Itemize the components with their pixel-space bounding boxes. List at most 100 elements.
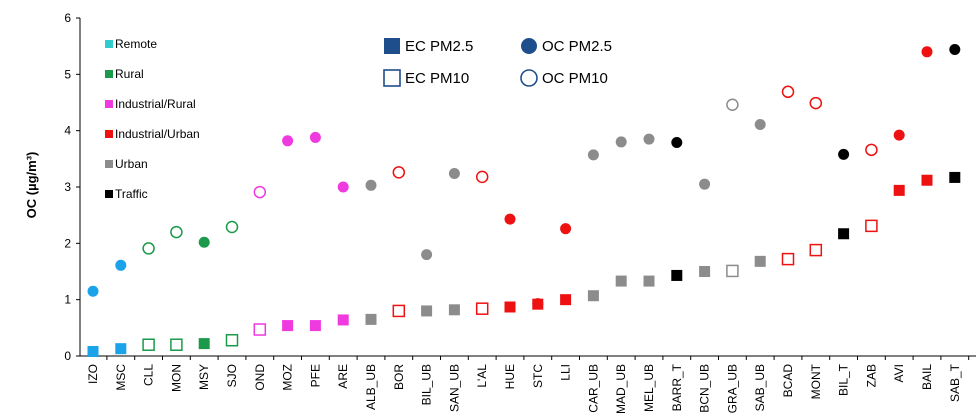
legend-type-label: Traffic: [115, 187, 148, 201]
x-tick-label: PFE: [308, 364, 322, 387]
x-tick-label: MSY: [197, 364, 211, 390]
x-tick-label: BCAD: [781, 364, 795, 398]
legend-type-label: Rural: [115, 67, 144, 81]
oc-point: [754, 118, 766, 130]
oc-point: [337, 181, 349, 193]
x-tick-label: BCN_UB: [698, 364, 712, 413]
x-tick-label: CAR_UB: [586, 364, 600, 413]
legend-marker-label: OC PM2.5: [542, 38, 612, 55]
ec-point: [392, 304, 406, 318]
ec-point: [115, 343, 127, 355]
ec-point: [893, 184, 905, 196]
ec-point: [809, 243, 823, 257]
x-tick-label: MSC: [114, 364, 128, 391]
ec-point: [560, 294, 572, 306]
ec-point: [754, 255, 766, 267]
y-tick-label: 5: [64, 67, 71, 81]
oc-point: [448, 167, 460, 179]
oc-point: [587, 149, 599, 161]
x-tick-label: MON: [169, 364, 183, 392]
ec-point: [838, 228, 850, 240]
ec-point: [921, 174, 933, 186]
x-tick-label: OND: [253, 364, 267, 391]
ec-point: [781, 252, 795, 266]
oc-point: [282, 135, 294, 147]
marker-legend: EC PM2.5 OC PM2.5 EC PM10 OC PM10: [383, 38, 612, 87]
ec-point: [643, 275, 655, 287]
axes: 0 1 2 3 4 5 6 IZO MSC CLL MON MSY SJO OND MOZ PFE ARE ALB…: [64, 11, 976, 414]
oc-point: [115, 259, 127, 271]
oc-point: [809, 96, 823, 110]
x-tick-label: CLL: [142, 364, 156, 386]
legend-marker-symbol: [521, 38, 537, 54]
oc-point: [532, 298, 544, 310]
oc-point: [309, 131, 321, 143]
oc-point: [392, 166, 406, 179]
x-tick-label: SAN_UB: [447, 364, 461, 412]
legend-marker-label: EC PM10: [405, 70, 469, 87]
legend-type-label: Industrial/Urban: [115, 127, 200, 141]
ec-point: [448, 304, 460, 316]
ec-point: [865, 219, 878, 233]
x-tick-label: HUE: [503, 364, 517, 389]
oc-point: [170, 225, 183, 239]
oc-point: [560, 223, 572, 235]
ec-point: [225, 333, 239, 347]
oc-point: [949, 44, 961, 56]
legend-type-swatch: [105, 190, 113, 198]
x-tick-label: BAIL: [920, 364, 934, 390]
oc-point: [421, 249, 433, 261]
y-tick-label: 0: [64, 349, 71, 363]
oc-point: [781, 85, 795, 99]
x-tick-label: ARE: [336, 364, 350, 389]
x-tick-label: BARR_T: [670, 363, 684, 411]
oc-point: [87, 285, 99, 297]
x-tick-label: MOZ: [281, 364, 295, 391]
y-tick-label: 3: [64, 180, 71, 194]
legend-type-swatch: [105, 40, 113, 48]
oc-point: [643, 133, 655, 145]
ec-point: [949, 171, 961, 183]
oc-point: [671, 136, 683, 148]
y-tick-label: 1: [64, 293, 71, 307]
legend-type-swatch: [105, 130, 113, 138]
legend-type-swatch: [105, 70, 113, 78]
legend-type-label: Industrial/Rural: [115, 97, 196, 111]
legend-type-label: Remote: [115, 37, 157, 51]
oc-point: [699, 178, 711, 190]
x-tick-label: IZO: [86, 364, 100, 384]
ec-point: [170, 338, 183, 351]
x-tick-label: MONT: [809, 363, 823, 399]
site-type-legend: Remote Rural Industrial/Rural Industrial/Ur…: [105, 37, 200, 201]
x-tick-label: BIL_UB: [420, 364, 434, 405]
y-tick-label: 4: [64, 124, 71, 138]
ec-point: [253, 323, 267, 336]
x-tick-label: BOR: [392, 364, 406, 390]
y-tick-label: 2: [64, 236, 71, 250]
x-tick-label: SAB_UB: [753, 364, 767, 411]
x-tick-label: MEL_UB: [642, 364, 656, 412]
oc-point: [865, 143, 878, 157]
oc-point: [615, 136, 627, 148]
oc-point: [225, 220, 239, 234]
x-tick-label: AVI: [892, 364, 906, 382]
oc-point: [142, 242, 155, 255]
legend-type-swatch: [105, 100, 113, 108]
x-tick-label: BIL_T: [837, 363, 851, 396]
oc-point: [253, 185, 267, 199]
x-tick-label: GRA_UB: [725, 364, 739, 413]
oc-point: [365, 179, 377, 191]
x-tick-label: LLI: [559, 364, 573, 381]
x-tick-label: ZAB: [864, 364, 878, 387]
ec-point: [337, 314, 349, 326]
ec-point: [475, 302, 489, 315]
legend-marker-symbol: [384, 38, 400, 54]
oc-point: [838, 148, 850, 160]
ec-point: [671, 269, 683, 281]
data-marks: [87, 44, 961, 357]
x-tick-label: ALB_UB: [364, 364, 378, 410]
ec-point: [726, 264, 739, 278]
legend-marker-label: OC PM10: [542, 70, 608, 87]
x-tick-label: SJO: [225, 364, 239, 387]
